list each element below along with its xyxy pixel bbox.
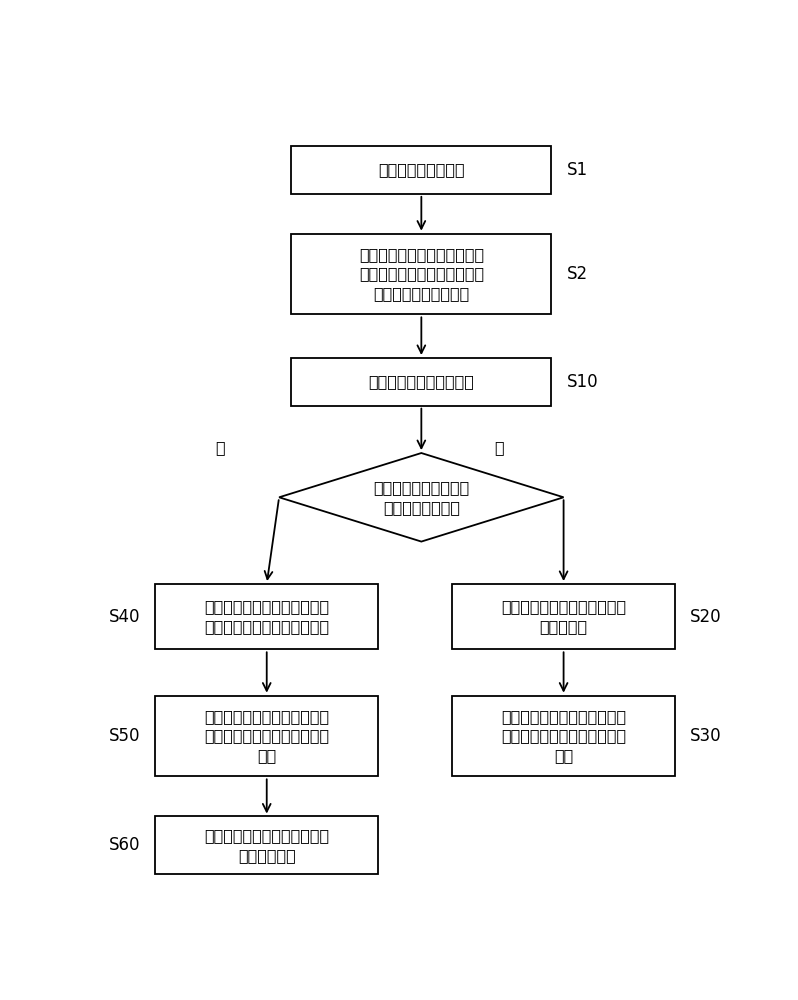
Text: S1: S1	[567, 161, 588, 179]
FancyBboxPatch shape	[291, 234, 551, 314]
Text: 基于动力学模型和实际拖动速
度，计算得到关节的输出力矩: 基于动力学模型和实际拖动速 度，计算得到关节的输出力矩	[204, 599, 330, 634]
Text: S30: S30	[690, 727, 722, 745]
Text: 通过动力学模型计算关节电机
的调整力矩: 通过动力学模型计算关节电机 的调整力矩	[501, 599, 626, 634]
FancyBboxPatch shape	[156, 696, 378, 776]
Text: 将设定的速率阈值与关节的当
前运动方向进行速度合成，得
到关节的安全拖动速度: 将设定的速率阈值与关节的当 前运动方向进行速度合成，得 到关节的安全拖动速度	[359, 247, 484, 301]
FancyBboxPatch shape	[452, 584, 675, 649]
Text: 根据输出力矩和关节的当前速
度方向，确定关节的力矩约束
范围: 根据输出力矩和关节的当前速 度方向，确定关节的力矩约束 范围	[204, 709, 330, 763]
Text: 是: 是	[494, 440, 504, 455]
FancyBboxPatch shape	[156, 584, 378, 649]
Text: S20: S20	[690, 608, 722, 626]
Text: 将调整力矩转换为关节电机的
运动控制指令，并发送给关节
电机: 将调整力矩转换为关节电机的 运动控制指令，并发送给关节 电机	[501, 709, 626, 763]
Text: 根据力矩约束范围对输出力矩
进行饱和调节: 根据力矩约束范围对输出力矩 进行饱和调节	[204, 828, 330, 863]
Text: 判断实际拖动速度是否
超过安全拖动速度: 判断实际拖动速度是否 超过安全拖动速度	[373, 480, 469, 515]
FancyBboxPatch shape	[291, 358, 551, 406]
FancyBboxPatch shape	[156, 816, 378, 874]
Text: S60: S60	[109, 836, 140, 854]
Text: S40: S40	[109, 608, 140, 626]
Text: 否: 否	[215, 440, 225, 455]
Text: 设定关节的速率阈值: 设定关节的速率阈值	[378, 163, 464, 178]
Text: S50: S50	[109, 727, 140, 745]
Text: S10: S10	[567, 373, 598, 391]
FancyBboxPatch shape	[452, 696, 675, 776]
Text: S2: S2	[567, 265, 588, 283]
FancyBboxPatch shape	[291, 146, 551, 194]
Text: 获取关节的实际拖动速度: 获取关节的实际拖动速度	[369, 374, 474, 389]
Polygon shape	[279, 453, 563, 542]
